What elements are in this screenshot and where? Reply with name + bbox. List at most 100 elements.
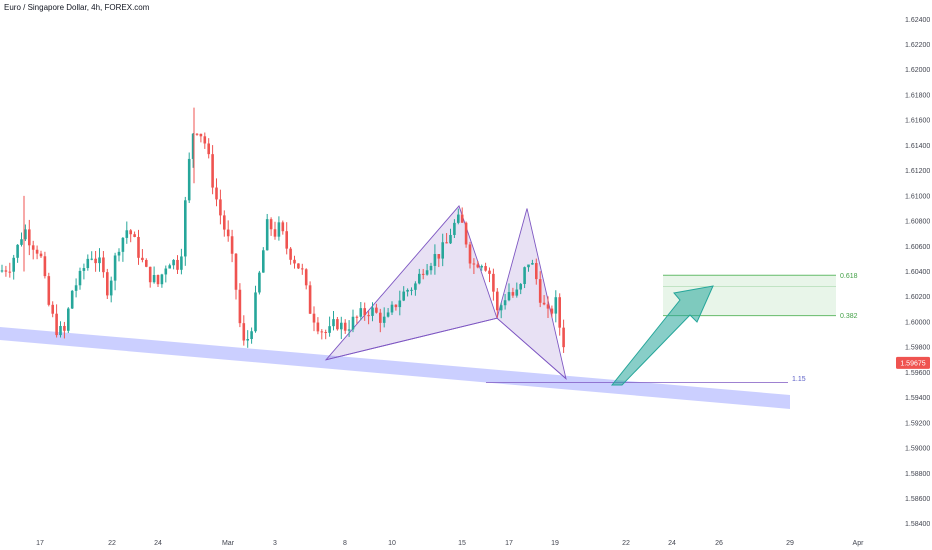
candle-body-up — [16, 244, 19, 258]
candle-body-up — [519, 284, 522, 290]
candle-body-up — [425, 270, 429, 275]
x-tick-label: 8 — [343, 540, 347, 547]
y-tick-label: 1.61000 — [905, 193, 930, 200]
y-tick-label: 1.61800 — [905, 92, 930, 99]
candle-body-down — [363, 308, 366, 316]
candle-body-down — [176, 259, 179, 270]
candle-body-down — [468, 244, 472, 264]
candle-body-down — [550, 308, 554, 314]
x-tick-label: 17 — [36, 540, 44, 547]
candle-body-up — [125, 230, 129, 238]
support-channel — [0, 327, 790, 409]
y-tick-label: 1.61200 — [905, 168, 930, 175]
candle-body-down — [234, 253, 238, 290]
x-tick-label: Mar — [222, 540, 235, 547]
candle-body-up — [449, 234, 452, 244]
candle-body-up — [98, 257, 101, 264]
candle-body-up — [351, 316, 355, 330]
candle-body-up — [160, 274, 164, 285]
candle-body-down — [312, 313, 316, 323]
candle-body-down — [133, 234, 136, 237]
projection-arrow-layer — [610, 285, 714, 386]
y-tick-label: 1.61400 — [905, 143, 930, 150]
x-tick-label: Apr — [853, 540, 865, 547]
candle-body-down — [203, 136, 207, 144]
candle-body-up — [180, 256, 183, 270]
candle-body-up — [24, 229, 27, 240]
candle-body-up — [262, 250, 265, 273]
candle-body-down — [28, 229, 31, 246]
candle-body-down — [156, 275, 160, 285]
candle-body-up — [258, 272, 261, 293]
x-tick-label: 17 — [505, 540, 513, 547]
candle-body-up — [480, 266, 483, 268]
candle-body-down — [106, 272, 109, 296]
candle-body-down — [145, 259, 148, 267]
candle-body-up — [406, 289, 409, 292]
candle-body-up — [109, 280, 113, 296]
candle-body-down — [55, 313, 58, 336]
candle-body-down — [484, 266, 487, 271]
candle-body-up — [246, 339, 249, 341]
candle-body-down — [63, 325, 66, 331]
candle-body-down — [535, 263, 538, 280]
candle-body-up — [0, 270, 4, 272]
candle-body-down — [375, 307, 378, 313]
candle-body-up — [523, 267, 526, 285]
candle-body-up — [121, 237, 125, 252]
time-axis[interactable]: 17 22 24 Mar 3 8 10 15 17 19 22 24 26 29 Apr — [36, 540, 864, 547]
last-price-tag — [896, 356, 930, 369]
x-tick-label: 24 — [154, 540, 162, 547]
y-tick-label: 1.62000 — [905, 67, 930, 74]
y-tick-label: 1.60400 — [905, 269, 930, 276]
candle-body-down — [47, 276, 51, 305]
x-tick-label: 26 — [715, 540, 723, 547]
candle-body-up — [382, 316, 386, 323]
candle-body-up — [187, 158, 191, 201]
y-tick-label: 1.59600 — [905, 370, 930, 377]
candle-body-up — [265, 219, 269, 251]
candle-body-up — [59, 325, 62, 336]
candle-body-up — [172, 259, 175, 266]
candle-body-down — [472, 263, 476, 265]
candle-body-up — [499, 305, 503, 311]
pattern-xab-triangle — [324, 205, 498, 361]
candle-body-down — [316, 322, 320, 332]
projection-arrow — [610, 285, 714, 386]
candle-body-up — [152, 275, 156, 283]
y-tick-label: 1.59400 — [905, 395, 930, 402]
candle-body-up — [340, 322, 343, 330]
candle-body-down — [562, 327, 565, 348]
candle-body-up — [78, 270, 82, 286]
candle-body-up — [82, 268, 86, 271]
candle-body-down — [137, 236, 140, 258]
y-tick-label: 1.58600 — [905, 496, 930, 503]
candle-body-up — [453, 222, 456, 235]
x-tick-label: 19 — [551, 540, 559, 547]
candle-body-down — [35, 249, 39, 254]
price-axis[interactable]: 1.62400 1.62200 1.62000 1.61800 1.61600 1.614… — [905, 17, 930, 528]
candle-body-down — [8, 271, 12, 273]
candle-body-up — [457, 214, 460, 223]
candle-body-up — [359, 308, 363, 317]
y-tick-label: 1.60800 — [905, 219, 930, 226]
candle-body-down — [558, 297, 561, 328]
candle-body-down — [324, 332, 327, 334]
candle-body-down — [223, 215, 226, 230]
candle-body-down — [355, 316, 359, 318]
candle-body-up — [390, 304, 394, 313]
candle-body-down — [343, 322, 347, 331]
y-tick-label: 1.61600 — [905, 118, 930, 125]
candle-body-down — [215, 187, 218, 200]
candle-body-down — [546, 304, 550, 309]
candle-body-down — [141, 257, 144, 260]
candle-body-up — [347, 329, 351, 331]
candle-body-up — [531, 263, 534, 265]
candle-body-up — [527, 264, 530, 268]
candle-body-up — [277, 222, 281, 237]
candle-body-up — [117, 251, 121, 256]
candle-body-up — [386, 312, 390, 317]
candle-body-up — [515, 289, 519, 296]
x-tick-label: 15 — [458, 540, 466, 547]
